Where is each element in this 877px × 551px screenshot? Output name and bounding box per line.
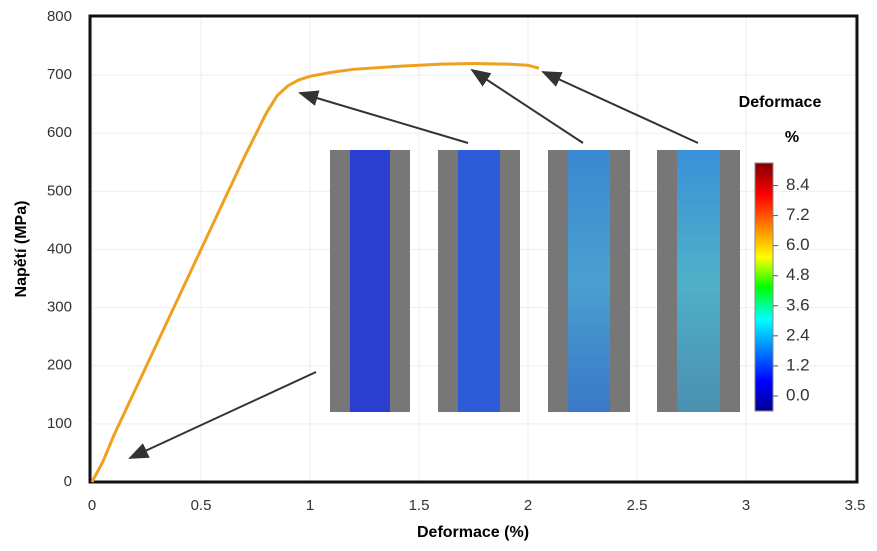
- colorbar-tick-label: 0.0: [786, 385, 810, 404]
- colorbar-tick-label: 2.4: [786, 325, 810, 344]
- y-tick-label: 400: [47, 240, 72, 257]
- y-tick-label: 100: [47, 415, 72, 432]
- y-tick-label: 600: [47, 124, 72, 141]
- y-tick-label: 300: [47, 299, 72, 316]
- colorbar-tick-label: 6.0: [786, 235, 810, 254]
- colorbar-tick-label: 8.4: [786, 175, 810, 194]
- y-tick-label: 0: [64, 473, 72, 490]
- arrow: [130, 372, 316, 458]
- x-tick-label: 2: [524, 497, 532, 514]
- colorbar-tick-label: 1.2: [786, 355, 810, 374]
- y-tick-label: 500: [47, 182, 72, 199]
- x-tick-label: 0: [88, 497, 96, 514]
- specimen-field: [350, 150, 390, 412]
- colorbar-tick-label: 3.6: [786, 295, 810, 314]
- x-tick-label: 3.5: [845, 497, 866, 514]
- x-tick-label: 1: [306, 497, 314, 514]
- specimen-field: [458, 150, 500, 412]
- y-tick-label: 200: [47, 357, 72, 374]
- y-tick-label: 800: [47, 8, 72, 25]
- specimen-images: [330, 150, 740, 412]
- x-tick-label: 0.5: [191, 497, 212, 514]
- specimen-field: [568, 150, 610, 412]
- x-tick-label: 2.5: [627, 497, 648, 514]
- colorbar-tick-label: 7.2: [786, 205, 810, 224]
- y-axis-title: Napětí (MPa): [13, 201, 30, 298]
- colorbar-tick-label: 4.8: [786, 265, 810, 284]
- specimen-field: [677, 150, 720, 412]
- colorbar-title: Deformace: [739, 94, 822, 111]
- colorbar-unit: %: [785, 129, 799, 146]
- arrow: [300, 93, 468, 143]
- colorbar: [755, 163, 773, 411]
- x-tick-label: 3: [742, 497, 750, 514]
- x-tick-label: 1.5: [409, 497, 430, 514]
- x-axis-title: Deformace (%): [417, 524, 529, 541]
- chart: Deformace (%) Napětí (MPa) Deformace % 0…: [0, 0, 877, 546]
- y-tick-label: 700: [47, 66, 72, 83]
